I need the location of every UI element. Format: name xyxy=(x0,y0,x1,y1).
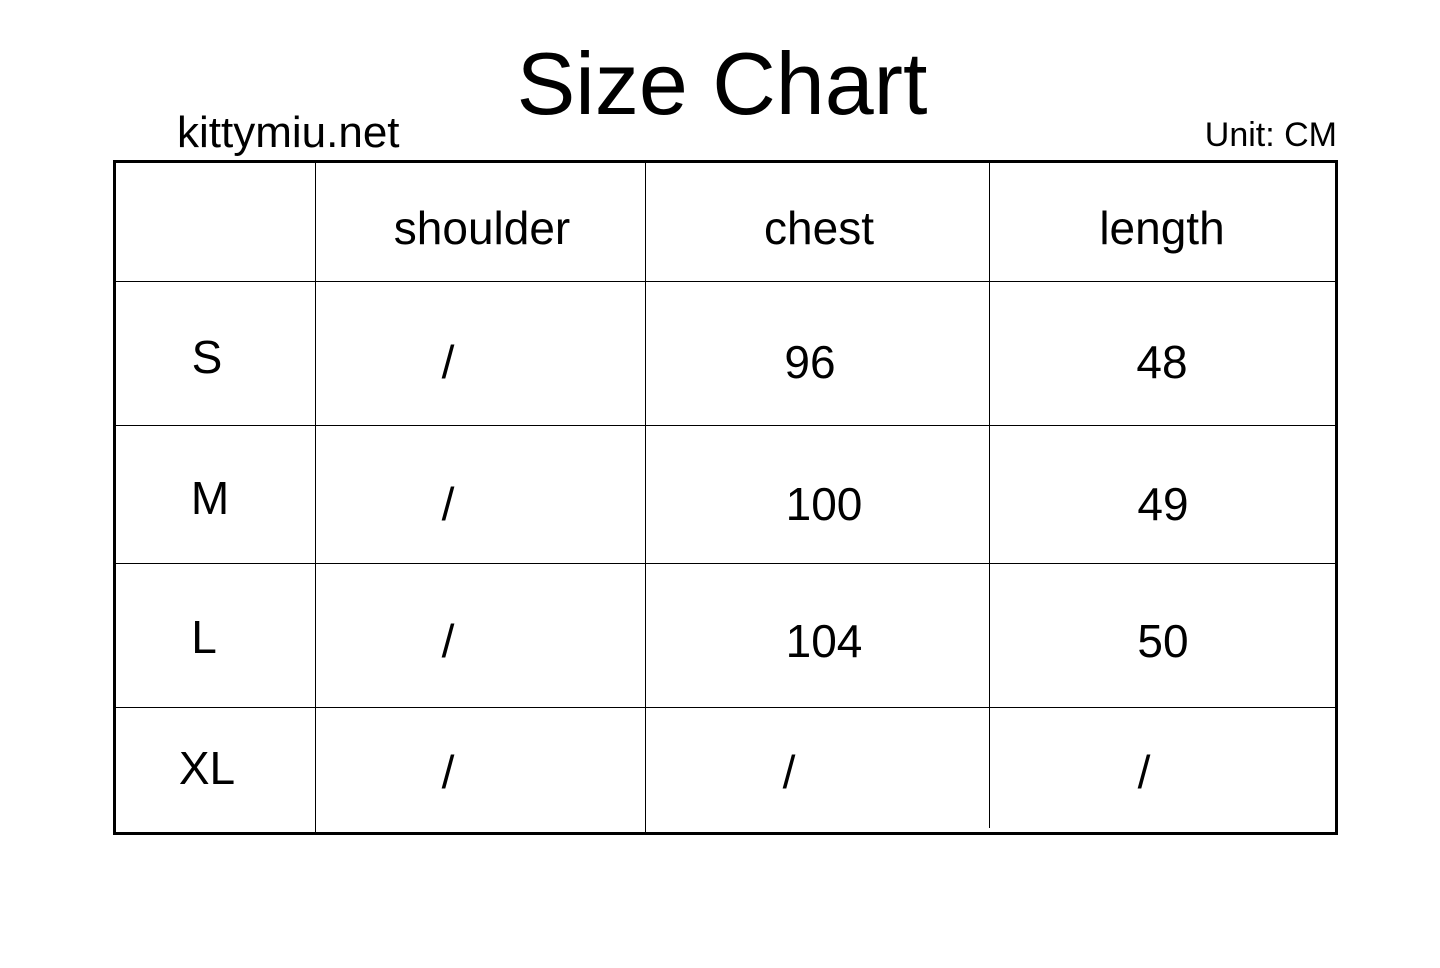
row-divider xyxy=(113,281,1337,282)
shoulder-value: / xyxy=(441,336,455,388)
length-value: / xyxy=(1137,746,1151,798)
header-chest: chest xyxy=(764,202,874,254)
size-label: S xyxy=(191,331,223,383)
column-divider xyxy=(315,160,316,834)
header-length: length xyxy=(1099,202,1225,254)
length-value: 48 xyxy=(1136,336,1188,388)
header-shoulder: shoulder xyxy=(393,202,571,254)
brand-website: kittymiu.net xyxy=(177,108,400,157)
row-divider xyxy=(113,425,1337,426)
chest-value: / xyxy=(782,746,796,798)
size-table xyxy=(113,160,1338,835)
row-divider xyxy=(113,707,1337,708)
chest-value: 100 xyxy=(785,478,863,530)
chest-value: 96 xyxy=(784,336,836,388)
column-divider xyxy=(989,160,990,828)
row-divider xyxy=(113,563,1337,564)
unit-label: Unit: CM xyxy=(1204,116,1337,154)
chest-value: 104 xyxy=(785,615,863,667)
length-value: 49 xyxy=(1137,478,1189,530)
size-label: M xyxy=(190,472,230,524)
page-title: Size Chart xyxy=(516,34,928,133)
size-label: XL xyxy=(178,742,236,794)
column-divider xyxy=(645,160,646,834)
shoulder-value: / xyxy=(441,478,455,530)
shoulder-value: / xyxy=(441,615,455,667)
size-label: L xyxy=(191,611,217,663)
length-value: 50 xyxy=(1137,615,1189,667)
shoulder-value: / xyxy=(441,746,455,798)
